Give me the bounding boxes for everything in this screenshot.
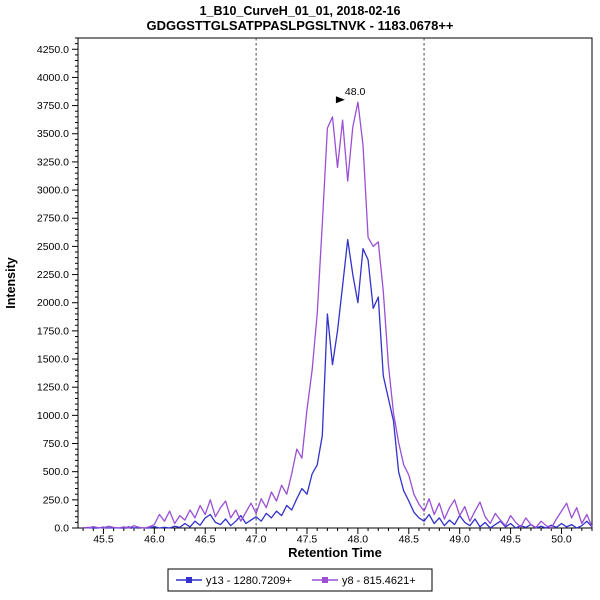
svg-text:4000.0: 4000.0 xyxy=(37,72,69,84)
legend-entry-y13: y13 - 1280.7209+ xyxy=(176,575,292,587)
svg-text:3000.0: 3000.0 xyxy=(37,185,69,197)
svg-text:500.0: 500.0 xyxy=(43,466,69,478)
svg-text:49.0: 49.0 xyxy=(449,534,470,546)
svg-text:3750.0: 3750.0 xyxy=(37,100,69,112)
svg-text:50.0: 50.0 xyxy=(551,534,572,546)
svg-text:46.5: 46.5 xyxy=(195,534,216,546)
svg-text:45.5: 45.5 xyxy=(93,534,114,546)
legend-label-y13: y13 - 1280.7209+ xyxy=(206,575,292,587)
svg-text:1250.0: 1250.0 xyxy=(37,382,69,394)
svg-text:2250.0: 2250.0 xyxy=(37,269,69,281)
svg-text:750.0: 750.0 xyxy=(43,438,69,450)
chart-title: 1_B10_CurveH_01_01, 2018-02-16 xyxy=(200,4,401,18)
chart-subtitle: GDGGSTTGLSATPPASLPGSLTNVK - 1183.0678++ xyxy=(146,18,453,33)
svg-text:4250.0: 4250.0 xyxy=(37,44,69,56)
svg-text:250.0: 250.0 xyxy=(43,494,69,506)
axis-ticks: 45.5 46.0 46.5 47.0 47.5 48.0 48.5 49.0 49.5 50.0… xyxy=(37,37,593,546)
peak-annotation: 48.0 xyxy=(335,86,366,104)
svg-text:47.5: 47.5 xyxy=(297,534,318,546)
svg-text:47.0: 47.0 xyxy=(246,534,267,546)
legend-entry-y8: y8 - 815.4621+ xyxy=(312,575,416,587)
svg-text:46.0: 46.0 xyxy=(144,534,165,546)
chromatogram-traces xyxy=(83,101,593,529)
legend-marker-y8 xyxy=(322,577,328,583)
svg-text:2500.0: 2500.0 xyxy=(37,241,69,253)
plot-area[interactable] xyxy=(77,37,593,529)
svg-text:48.5: 48.5 xyxy=(399,534,420,546)
legend: y13 - 1280.7209+ y8 - 815.4621+ xyxy=(167,568,433,592)
integration-boundaries[interactable] xyxy=(255,38,425,528)
legend-marker-y13 xyxy=(186,577,192,583)
svg-text:48.0: 48.0 xyxy=(345,86,366,98)
svg-text:0.0: 0.0 xyxy=(54,523,69,535)
y-axis-label: Intensity xyxy=(4,257,18,308)
svg-text:1500.0: 1500.0 xyxy=(37,354,69,366)
svg-text:49.5: 49.5 xyxy=(500,534,521,546)
svg-text:2000.0: 2000.0 xyxy=(37,297,69,309)
svg-text:48.0: 48.0 xyxy=(348,534,369,546)
legend-box xyxy=(167,568,433,592)
svg-text:2750.0: 2750.0 xyxy=(37,213,69,225)
svg-text:1000.0: 1000.0 xyxy=(37,410,69,422)
legend-label-y8: y8 - 815.4621+ xyxy=(342,575,416,587)
svg-text:3250.0: 3250.0 xyxy=(37,156,69,168)
svg-text:1750.0: 1750.0 xyxy=(37,325,69,337)
svg-text:3500.0: 3500.0 xyxy=(37,128,69,140)
x-axis-label: Retention Time xyxy=(288,545,382,560)
